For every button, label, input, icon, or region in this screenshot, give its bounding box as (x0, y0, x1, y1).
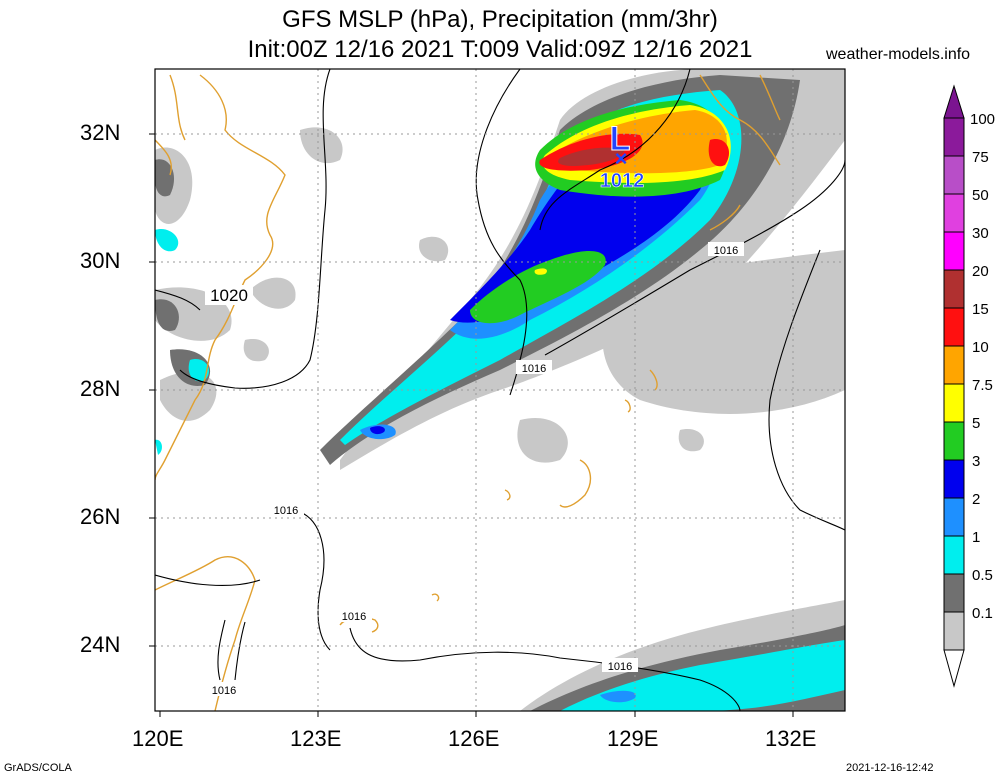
lat-label: 24N (80, 632, 121, 657)
colorbar-label: 5 (972, 415, 981, 432)
colorbar-label: 1 (972, 529, 981, 546)
map-content (155, 69, 845, 711)
colorbar-label: 0.5 (972, 567, 993, 584)
footer-credit: GrADS/COLA (4, 762, 72, 774)
colorbar-label: 50 (972, 187, 989, 204)
colorbar-label: 100 (970, 111, 996, 128)
low-center-cross-icon: × (615, 146, 628, 171)
lon-label: 123E (290, 726, 342, 751)
colorbar-label: 15 (972, 301, 989, 318)
lon-label: 120E (132, 726, 184, 751)
lat-label: 30N (80, 248, 121, 273)
isobar-label: 1016 (274, 505, 298, 517)
isobar-label: 1016 (522, 363, 546, 375)
colorbar-label: 10 (972, 339, 989, 356)
gridlines (155, 69, 845, 711)
site-credit: weather-models.info (826, 46, 971, 63)
lat-label: 32N (80, 120, 121, 145)
isobar-label: 1016 (342, 611, 366, 623)
map-title: GFS MSLP (hPa), Precipitation (mm/3hr) (282, 6, 718, 33)
lat-label: 26N (80, 504, 121, 529)
colorbar-label: 2 (972, 491, 981, 508)
lon-label: 129E (607, 726, 659, 751)
colorbar-label: 30 (972, 225, 989, 242)
colorbar-label: 20 (972, 263, 989, 280)
colorbar-label: 3 (972, 453, 981, 470)
lon-label: 132E (765, 726, 817, 751)
colorbar-label: 7.5 (972, 377, 993, 394)
isobar-label: 1016 (608, 661, 632, 673)
lon-label: 126E (448, 726, 500, 751)
low-pressure-marker: L (610, 120, 631, 158)
isobar-label: 1016 (212, 685, 236, 697)
footer-timestamp: 2021-12-16-12:42 (846, 762, 934, 774)
isobars (155, 69, 845, 711)
axis-ticks (149, 133, 794, 717)
isobar-label: 1016 (714, 245, 738, 257)
map-subtitle: Init:00Z 12/16 2021 T:009 Valid:09Z 12/1… (247, 36, 753, 63)
lat-label: 28N (80, 376, 121, 401)
colorbar-label: 0.1 (972, 605, 993, 622)
isobar-label: 1020 (210, 286, 248, 305)
colorbar (943, 84, 965, 688)
low-pressure-value: 1012 (600, 170, 645, 192)
colorbar-label: 75 (972, 149, 989, 166)
isobar-labels: 1020 1016 1016 1016 1016 1016 1016 (205, 242, 744, 697)
